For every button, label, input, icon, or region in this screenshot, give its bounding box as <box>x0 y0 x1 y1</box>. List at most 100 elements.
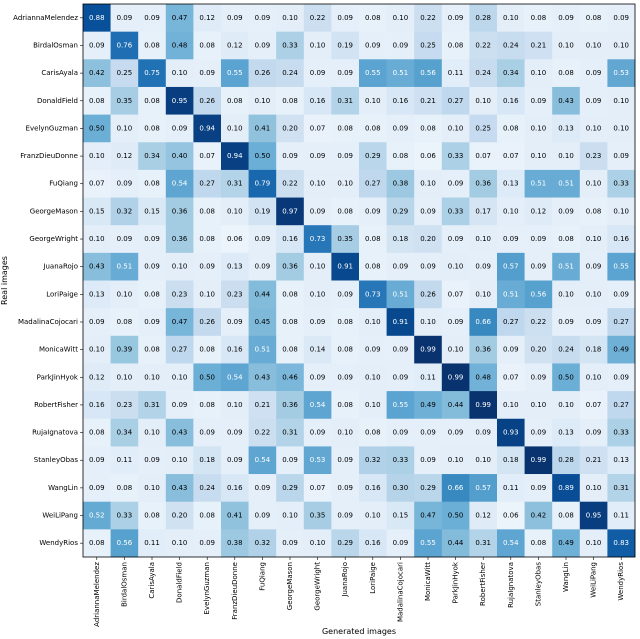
cell-value-label: 0.16 <box>227 346 243 354</box>
heatmap-cell <box>221 142 249 171</box>
cell-value-label: 0.50 <box>89 124 105 132</box>
cell-value-label: 0.09 <box>337 14 353 22</box>
heatmap-cell <box>497 308 525 337</box>
heatmap-cell <box>359 197 387 226</box>
heatmap-cell <box>276 59 305 88</box>
cell-value-label: 0.36 <box>172 207 188 215</box>
cell-value-label: 0.10 <box>420 180 436 188</box>
y-tick-label: RujaIgnatova <box>32 429 78 437</box>
cell-value-label: 0.26 <box>420 290 436 298</box>
x-tick-label: WangLin <box>562 562 570 592</box>
heatmap-cell <box>303 335 332 364</box>
heatmap-cell <box>138 446 167 475</box>
cell-value-label: 0.09 <box>337 512 353 520</box>
cell-value-label: 0.09 <box>89 484 105 492</box>
heatmap-cell <box>359 335 387 364</box>
cell-value-label: 0.11 <box>420 373 436 381</box>
cell-value-label: 0.50 <box>448 512 464 520</box>
heatmap-cell <box>331 335 360 364</box>
cell-value-label: 0.23 <box>172 290 188 298</box>
heatmap-cell <box>359 363 387 392</box>
cell-value-label: 0.08 <box>144 180 160 188</box>
cell-value-label: 0.10 <box>172 69 188 77</box>
heatmap-cell <box>524 169 553 198</box>
heatmap-cell <box>607 31 636 60</box>
cell-value-label: 0.51 <box>255 346 271 354</box>
y-tick-label: EvelynGuzman <box>26 124 78 132</box>
heatmap-cell <box>359 225 387 254</box>
cell-value-label: 0.09 <box>282 539 298 547</box>
cell-value-label: 0.42 <box>531 512 547 520</box>
cell-value-label: 0.10 <box>310 180 326 188</box>
heatmap-cell <box>165 142 194 171</box>
cell-value-label: 0.12 <box>89 373 105 381</box>
heatmap-cell <box>386 391 415 420</box>
heatmap-cell <box>579 225 608 254</box>
cell-value-label: 0.08 <box>365 14 381 22</box>
cell-value-label: 0.50 <box>255 152 271 160</box>
heatmap-cell <box>441 363 470 392</box>
heatmap-cell <box>110 197 139 226</box>
cell-value-label: 0.10 <box>586 539 602 547</box>
cell-value-label: 0.94 <box>227 152 243 160</box>
heatmap-cell <box>469 501 498 530</box>
x-tick-label: JuanaRojo <box>341 562 349 598</box>
heatmap-cell <box>303 197 332 226</box>
heatmap-cell <box>303 391 332 420</box>
cell-value-label: 0.41 <box>255 124 271 132</box>
cell-value-label: 0.29 <box>282 484 298 492</box>
cell-value-label: 0.08 <box>420 124 436 132</box>
heatmap-cell <box>607 418 636 447</box>
heatmap-cell <box>607 114 636 143</box>
heatmap-cell <box>193 4 222 32</box>
cell-value-label: 0.28 <box>558 456 574 464</box>
cell-value-label: 0.09 <box>89 456 105 464</box>
heatmap-cell <box>138 308 167 337</box>
cell-value-label: 0.31 <box>282 429 298 437</box>
heatmap-cell <box>221 391 249 420</box>
heatmap-cell <box>524 114 553 143</box>
heatmap-cell <box>193 59 222 88</box>
cell-value-label: 0.09 <box>310 373 326 381</box>
cell-value-label: 0.79 <box>255 180 271 188</box>
cell-value-label: 0.09 <box>255 41 271 49</box>
cell-value-label: 0.09 <box>255 512 271 520</box>
cell-value-label: 0.10 <box>365 97 381 105</box>
heatmap-cell <box>276 280 305 309</box>
cell-value-label: 0.08 <box>365 263 381 271</box>
heatmap-cell <box>579 59 608 88</box>
cell-value-label: 0.09 <box>393 429 409 437</box>
heatmap-cell <box>248 501 277 530</box>
heatmap-cell <box>138 501 167 530</box>
heatmap-cell <box>331 225 360 254</box>
heatmap-cell <box>607 59 636 88</box>
cell-value-label: 0.29 <box>365 152 381 160</box>
cell-value-label: 0.07 <box>475 152 491 160</box>
cell-value-label: 0.10 <box>172 539 188 547</box>
heatmap-cell <box>497 363 525 392</box>
heatmap-cell <box>524 418 553 447</box>
heatmap-cell <box>524 59 553 88</box>
x-tick-label: MadalinaCojocari <box>396 562 404 622</box>
heatmap-cell <box>276 308 305 337</box>
cell-value-label: 0.54 <box>172 180 188 188</box>
heatmap-cell <box>221 86 249 115</box>
heatmap-cell <box>414 169 443 198</box>
cell-value-label: 0.11 <box>144 539 160 547</box>
heatmap-cell <box>276 529 305 558</box>
heatmap-cell <box>138 280 167 309</box>
heatmap-cell <box>165 391 194 420</box>
heatmap-cell <box>221 474 249 502</box>
cell-value-label: 0.47 <box>172 318 188 326</box>
heatmap-cell <box>110 4 139 32</box>
cell-value-label: 0.09 <box>227 14 243 22</box>
heatmap-cell <box>193 363 222 392</box>
heatmap-cell <box>248 474 277 502</box>
cell-value-label: 0.08 <box>365 124 381 132</box>
cell-value-label: 0.10 <box>558 401 574 409</box>
heatmap-cell <box>552 474 581 502</box>
cell-value-label: 0.08 <box>144 346 160 354</box>
cell-value-label: 0.51 <box>393 290 409 298</box>
heatmap-cell <box>524 529 553 558</box>
heatmap-cell <box>221 252 249 281</box>
